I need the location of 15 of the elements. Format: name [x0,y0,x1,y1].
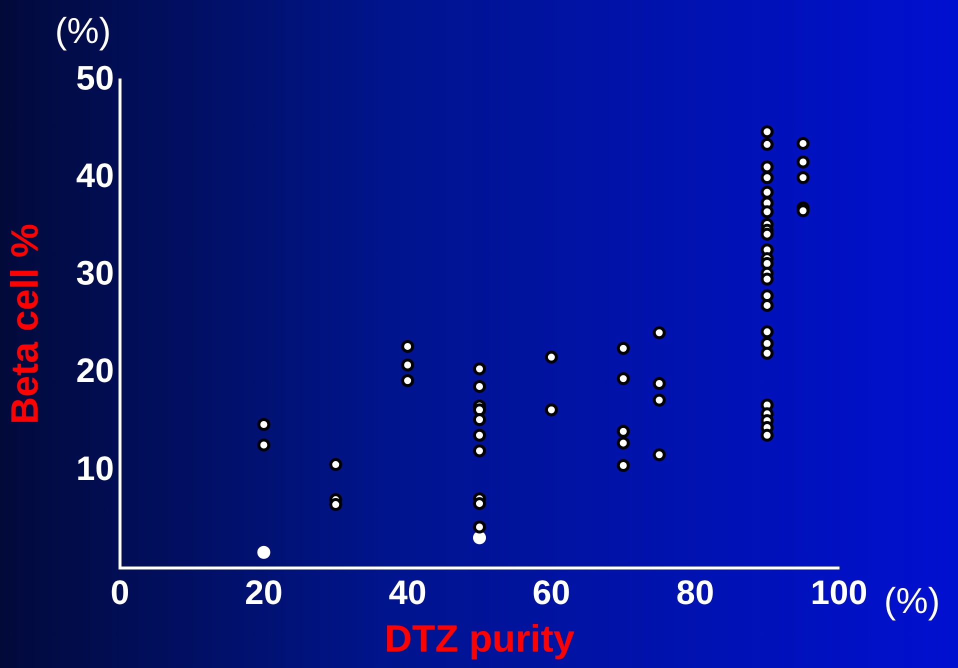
y-tick-label: 50 [76,59,114,98]
x-tick-label: 40 [388,574,427,612]
x-tick-label: 60 [532,574,570,612]
x-tick-label: 100 [810,574,868,612]
y-tick-label: 10 [76,450,114,488]
y-tick-label: 40 [76,156,114,195]
x-tick-label: 80 [676,574,714,612]
x-axis-title: DTZ purity [384,618,574,661]
y-tick-label: 20 [76,352,114,390]
text: (%) [884,580,940,622]
text: (%) [55,10,111,52]
x-tick-label: 20 [244,574,283,612]
y-tick-label: 30 [76,254,114,293]
y-axis-title: Beta cell % [4,224,46,424]
x-tick-label: 0 [110,574,130,612]
